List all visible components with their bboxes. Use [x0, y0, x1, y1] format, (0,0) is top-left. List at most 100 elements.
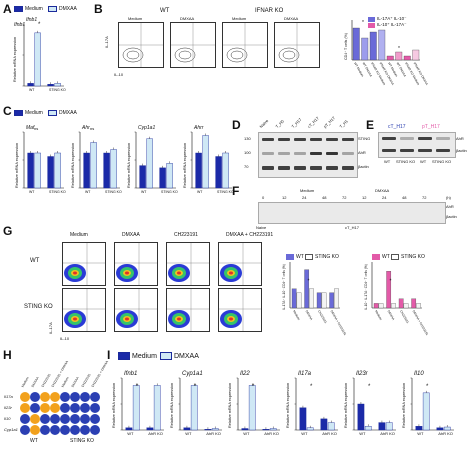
facs-plot: [114, 242, 158, 286]
significance-ns: ns: [90, 126, 94, 131]
blot-band: [310, 166, 322, 170]
x-tick-label: WT: [417, 431, 424, 436]
x-tick-label: CH223191: [317, 310, 328, 325]
bar: [139, 165, 146, 189]
heatmap-cell: [30, 425, 40, 435]
bar: [306, 427, 314, 431]
bar: [329, 292, 335, 309]
bar: [204, 429, 212, 431]
panel-b-xlabel: IL-10: [114, 72, 124, 77]
panel-d-blot: [258, 132, 358, 178]
blot-band: [278, 152, 290, 155]
panel-e-title-c: cT_H17: [388, 124, 406, 130]
x-tick-label: DMXAA: [305, 310, 314, 321]
legend-dmxaa-c: DMXAA: [48, 110, 77, 116]
x-tick-label: AhR KO: [438, 431, 453, 436]
bar: [54, 83, 61, 87]
x-tick-label: STING KO: [49, 190, 66, 194]
blot-band: [294, 152, 306, 155]
panel-f-xlabel-naive: Naive: [256, 225, 267, 230]
heatmap-cell: [30, 414, 40, 424]
bar: [34, 152, 41, 189]
legend-medium-i: Medium: [118, 352, 157, 360]
panel-g-row-wt: WT: [30, 258, 40, 264]
x-tick-label: WT Medium: [387, 62, 399, 78]
heatmap-cell: [70, 425, 80, 435]
significance-star: *: [362, 20, 364, 26]
panel-f-group-medium: Medium: [300, 188, 315, 193]
panel-e-xtick-ko2: STING KO: [432, 159, 452, 164]
x-tick-label: STING KO: [217, 190, 234, 194]
panel-e-blot: [378, 132, 456, 158]
facs-density: [63, 243, 105, 285]
heatmap-cell: [20, 425, 30, 435]
panel-a-gene-label: Ifnb1: [14, 22, 25, 28]
bar: [411, 298, 417, 309]
legend-swatch-wt: [286, 254, 294, 260]
heatmap-cell: [90, 392, 100, 402]
facs-plot: [218, 242, 262, 286]
time-label: 48: [322, 195, 327, 200]
panel-g-legend-ko: STING KO: [305, 254, 339, 260]
bar: [412, 49, 420, 61]
significance-star: *: [390, 279, 392, 285]
significance-star: *: [310, 384, 313, 390]
blot-band: [436, 149, 450, 152]
facs-plot: [274, 22, 320, 68]
bar: [378, 422, 386, 431]
panel-i-ylabel: Relative mRNA expression: [112, 383, 116, 428]
blot-band: [294, 138, 306, 141]
panel-label-h: H: [3, 348, 12, 362]
x-tick-label: Medium: [374, 310, 383, 322]
facs-col-label: DMXAA: [180, 16, 195, 21]
bar: [403, 303, 409, 309]
legend-label-ko: STING KO: [315, 254, 339, 260]
legend-swatch-medium: [118, 352, 130, 360]
legend-medium-c: Medium: [14, 110, 43, 116]
facs-col-label: Medium: [128, 16, 143, 21]
bar: [47, 156, 54, 189]
chart-title: Maf: [26, 125, 35, 131]
x-tick-label: DMXAA: [387, 310, 396, 321]
facs-density: [167, 289, 209, 331]
legend-label-dmxaa: DMXAA: [59, 6, 77, 12]
legend-label-dmxaa: DMXAA: [174, 352, 199, 360]
x-tick-label: STING KO: [49, 88, 66, 92]
heatmap-group-label: WT: [30, 438, 38, 444]
bar: [386, 55, 394, 61]
blot-band: [342, 138, 354, 141]
bar: [352, 27, 360, 61]
panel-label-b: B: [94, 2, 103, 16]
panel-d-band-actin: βactin: [358, 164, 369, 169]
blot-band: [382, 137, 396, 140]
time-label: 72: [342, 195, 347, 200]
legend-label-il10: IL-10⁺ IL-17A⁻: [377, 22, 407, 27]
bar: [269, 428, 277, 431]
bar: [386, 271, 392, 309]
chart-title: Il10: [414, 371, 424, 377]
bar: [321, 292, 327, 309]
chart-title: Ahr: [81, 125, 90, 131]
panel-c-ylabel: Relative mRNA expression: [127, 143, 131, 188]
panel-label-f: F: [232, 184, 240, 198]
x-tick-label: WT: [197, 190, 203, 194]
x-tick-label: WT: [141, 190, 147, 194]
bar: [309, 288, 314, 309]
x-tick-label: WT: [29, 190, 35, 194]
facs-plot: [62, 288, 106, 332]
panel-i-ylabel: Relative mRNA expression: [344, 383, 348, 428]
blot-band: [278, 166, 290, 170]
facs-density: [219, 289, 261, 331]
facs-col-label: Medium: [232, 16, 247, 21]
panel-b-header-wt: WT: [160, 8, 170, 14]
x-tick-label: AhR KO: [380, 431, 395, 436]
heatmap-row-label: Il17a: [4, 394, 13, 399]
significance-star: *: [308, 279, 310, 285]
heatmap-cell: [80, 414, 90, 424]
bar-ylabel: IL-10⁺ IL-17A⁻ CD4⁺ T cells (%): [364, 264, 368, 310]
bar: [327, 422, 335, 431]
heatmap-cell: [30, 403, 40, 413]
significance-star: *: [368, 384, 371, 390]
legend-label-medium: Medium: [25, 110, 43, 116]
bar: [378, 303, 384, 309]
